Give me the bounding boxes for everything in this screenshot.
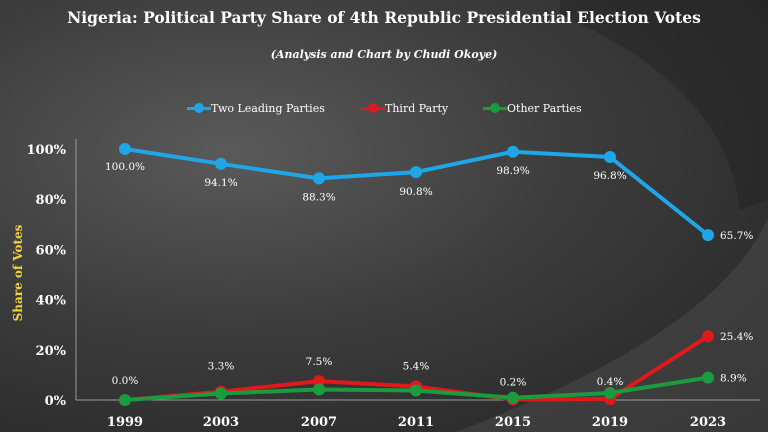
legend-label-two-leading-parties: Two Leading Parties bbox=[211, 101, 325, 115]
legend-label-other-parties: Other Parties bbox=[507, 101, 582, 115]
y-axis-label: Share of Votes bbox=[11, 224, 25, 322]
data-point-other-parties bbox=[313, 383, 325, 396]
data-label: 88.3% bbox=[302, 191, 335, 203]
data-point-other-parties bbox=[215, 387, 227, 400]
data-point-other-parties bbox=[410, 384, 422, 397]
x-tick-label: 2007 bbox=[301, 415, 337, 430]
data-label: 100.0% bbox=[105, 161, 145, 173]
data-label: 96.8% bbox=[593, 170, 626, 182]
data-label: 90.8% bbox=[399, 186, 432, 198]
legend-item-other-parties: Other Parties bbox=[483, 99, 582, 117]
legend-label-third-party: Third Party bbox=[385, 101, 449, 115]
chart-title: Nigeria: Political Party Share of 4th Re… bbox=[67, 8, 701, 27]
data-label: 0.2% bbox=[500, 376, 527, 388]
x-tick-label: 1999 bbox=[107, 415, 143, 430]
legend-swatch-third-party bbox=[361, 99, 385, 117]
data-point-third-party bbox=[313, 375, 325, 388]
data-point-other-parties bbox=[507, 391, 519, 404]
legend-swatch-other-parties bbox=[483, 99, 507, 117]
legend-item-two-leading-parties: Two Leading Parties bbox=[187, 99, 325, 117]
x-tick-label: 2019 bbox=[592, 415, 628, 430]
data-label: 5.4% bbox=[403, 360, 430, 372]
data-label: 65.7% bbox=[720, 230, 753, 242]
chart-legend: Two Leading Parties Third Party Other Pa… bbox=[0, 99, 768, 117]
data-point-two-leading-parties bbox=[604, 151, 616, 164]
data-label: 94.1% bbox=[204, 177, 237, 189]
x-tick-label: 2011 bbox=[398, 415, 434, 430]
data-point-two-leading-parties bbox=[507, 145, 519, 158]
data-point-other-parties bbox=[702, 371, 714, 384]
data-point-two-leading-parties bbox=[313, 172, 325, 185]
legend-swatch-two-leading-parties bbox=[187, 99, 211, 117]
data-label: 25.4% bbox=[720, 331, 753, 343]
data-point-third-party bbox=[702, 330, 714, 343]
data-label: 98.9% bbox=[496, 165, 529, 177]
y-tick-label: 60% bbox=[36, 243, 67, 258]
data-label: 7.5% bbox=[306, 356, 333, 368]
legend-item-third-party: Third Party bbox=[361, 99, 448, 117]
data-label: 3.3% bbox=[208, 361, 235, 373]
data-point-two-leading-parties bbox=[119, 143, 131, 155]
y-tick-label: 100% bbox=[27, 143, 67, 158]
data-label: 0.0% bbox=[112, 375, 139, 387]
data-label: 0.4% bbox=[597, 376, 624, 388]
chart-subtitle: (Analysis and Chart by Chudi Okoye) bbox=[270, 48, 498, 61]
x-tick-label: 2003 bbox=[203, 415, 239, 430]
y-tick-label: 20% bbox=[36, 344, 67, 359]
x-tick-label: 2023 bbox=[690, 415, 726, 430]
y-tick-label: 80% bbox=[36, 193, 67, 208]
y-tick-label: 0% bbox=[45, 394, 67, 409]
data-point-two-leading-parties bbox=[215, 157, 227, 170]
data-point-two-leading-parties bbox=[702, 229, 714, 242]
data-label: 8.9% bbox=[720, 373, 747, 385]
data-point-other-parties bbox=[604, 386, 616, 399]
data-point-two-leading-parties bbox=[410, 166, 422, 179]
background-arc bbox=[560, 0, 768, 210]
y-tick-label: 40% bbox=[36, 294, 67, 309]
data-point-other-parties bbox=[119, 394, 131, 406]
x-tick-label: 2015 bbox=[495, 415, 531, 430]
